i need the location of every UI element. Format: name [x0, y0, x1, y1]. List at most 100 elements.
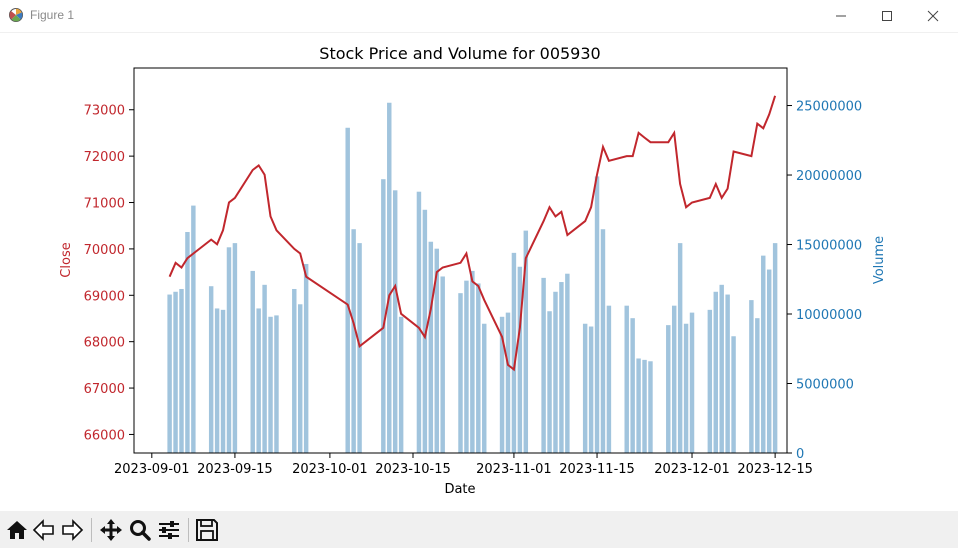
- x-tick-label: 2023-12-01: [654, 462, 730, 477]
- volume-bar: [749, 300, 754, 453]
- right-tick-label: 15000000: [796, 239, 862, 254]
- left-tick-label: 68000: [84, 336, 125, 351]
- volume-bar: [666, 325, 671, 453]
- pan-button[interactable]: [98, 517, 124, 543]
- volume-bar: [671, 305, 677, 453]
- volume-bar: [636, 358, 641, 453]
- volume-bar: [505, 312, 511, 453]
- volume-bar: [179, 288, 184, 453]
- maximize-icon: [882, 11, 892, 21]
- volume-bar: [458, 293, 463, 453]
- volume-bar: [482, 323, 487, 453]
- volume-bar: [523, 230, 529, 453]
- volume-bar: [606, 305, 612, 453]
- volume-bar: [274, 315, 279, 453]
- volume-bar: [707, 309, 713, 453]
- volume-bar: [381, 179, 386, 453]
- home-icon: [7, 521, 27, 539]
- volume-bar: [351, 229, 356, 453]
- volume-bar: [541, 277, 546, 453]
- volume-bar: [292, 288, 297, 453]
- volume-bar: [345, 127, 350, 453]
- right-tick-label: 20000000: [796, 169, 862, 184]
- volume-bar: [731, 336, 736, 453]
- volume-bar: [185, 232, 190, 453]
- left-tick-label: 69000: [84, 289, 125, 304]
- volume-bar: [600, 229, 606, 453]
- right-axis-label: Volume: [872, 236, 887, 284]
- volume-bar: [648, 361, 653, 453]
- forward-arrow-icon: [62, 519, 84, 541]
- right-tick-label: 5000000: [796, 378, 854, 393]
- x-tick-label: 2023-11-01: [476, 462, 552, 477]
- configure-subplots-button[interactable]: [156, 517, 182, 543]
- toolbar-separator: [91, 518, 92, 542]
- volume-bar: [594, 176, 600, 453]
- save-icon: [196, 519, 218, 541]
- matplotlib-app-icon: [9, 8, 23, 22]
- volume-bar: [766, 269, 772, 453]
- volume-bar: [470, 270, 475, 453]
- zoom-button[interactable]: [127, 517, 153, 543]
- left-axis-label: Close: [59, 242, 74, 277]
- toolbar-separator: [188, 518, 189, 542]
- volume-bar: [683, 323, 689, 453]
- volume-bar: [624, 305, 629, 453]
- volume-bar: [511, 252, 517, 453]
- volume-bar: [630, 318, 635, 453]
- volume-bar: [588, 326, 594, 453]
- volume-bar: [262, 284, 267, 453]
- volume-bar: [297, 304, 303, 453]
- forward-button[interactable]: [59, 517, 85, 543]
- x-tick-label: 2023-10-15: [375, 462, 451, 477]
- volume-bar: [440, 276, 445, 453]
- volume-bar: [392, 190, 398, 453]
- volume-bar: [755, 318, 760, 453]
- volume-bar: [214, 308, 220, 453]
- volume-bar: [208, 286, 214, 453]
- right-axis-ticks: 0 5000000 10000000 15000000 20000000 25000000: [787, 100, 862, 462]
- volume-bar: [725, 294, 730, 453]
- volume-bars: [167, 102, 778, 454]
- volume-bar: [268, 316, 273, 453]
- minimize-icon: [836, 15, 846, 17]
- x-tick-label: 2023-11-15: [559, 462, 635, 477]
- move-icon: [100, 519, 122, 541]
- maximize-button[interactable]: [864, 0, 910, 32]
- close-button[interactable]: [910, 0, 956, 32]
- volume-bar: [642, 359, 647, 453]
- volume-bar: [464, 280, 469, 453]
- right-tick-label: 0: [796, 447, 804, 462]
- close-price-line: [168, 95, 777, 372]
- volume-bar: [772, 243, 778, 453]
- volume-bar: [559, 282, 564, 453]
- volume-bar: [232, 243, 238, 453]
- home-button[interactable]: [4, 517, 30, 543]
- back-button[interactable]: [31, 517, 57, 543]
- save-button[interactable]: [194, 517, 220, 543]
- volume-bar: [553, 291, 558, 453]
- x-tick-label: 2023-12-15: [737, 462, 813, 477]
- volume-bar: [173, 291, 178, 453]
- volume-bar: [565, 273, 570, 453]
- minimize-button[interactable]: [818, 0, 864, 32]
- volume-bar: [416, 191, 422, 453]
- volume-bar: [398, 316, 404, 453]
- volume-bar: [303, 263, 309, 453]
- right-tick-label: 25000000: [796, 100, 862, 115]
- volume-bar: [434, 248, 439, 453]
- volume-bar: [499, 316, 505, 453]
- chart-canvas[interactable]: 2023-09-01 2023-09-15 2023-10-01 2023-10-15…: [0, 32, 958, 511]
- volume-bar: [191, 205, 196, 453]
- volume-bar: [582, 323, 588, 453]
- volume-bar: [476, 283, 481, 453]
- left-tick-label: 66000: [84, 428, 125, 443]
- volume-bar: [547, 311, 552, 453]
- zoom-icon: [130, 520, 151, 541]
- volume-bar: [713, 291, 718, 453]
- volume-bar: [677, 243, 683, 453]
- left-tick-label: 70000: [84, 243, 125, 258]
- back-arrow-icon: [32, 519, 54, 541]
- x-axis-label: Date: [444, 482, 475, 497]
- navigation-toolbar: [0, 511, 958, 548]
